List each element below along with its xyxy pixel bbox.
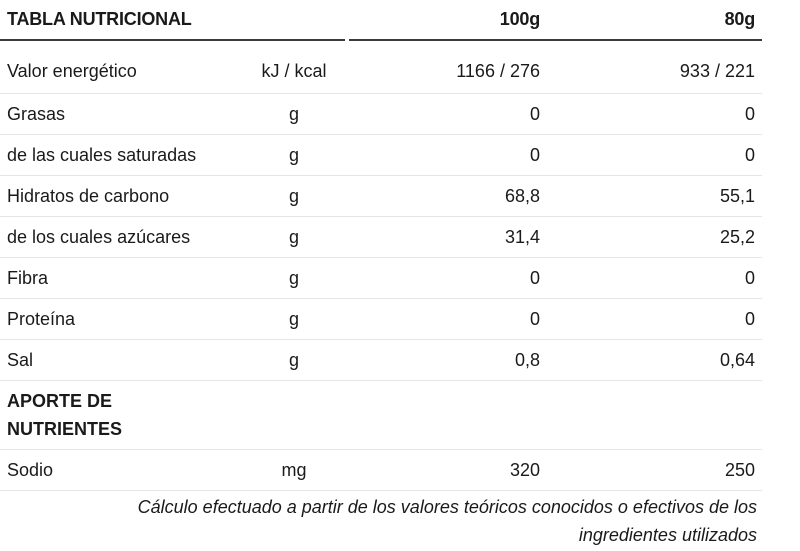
row-value-100g: 1166 / 276 [456, 60, 540, 81]
footnote: Cálculo efectuado a partir de los valore… [137, 497, 757, 545]
nutrition-table: TABLA NUTRICIONAL 100g 80g Valor energét… [0, 0, 762, 491]
row-value-80g: 0 [744, 267, 755, 288]
table-row-carbohydrates: Hidratos de carbono g 68,8 55,1 [0, 176, 762, 217]
row-unit: g [288, 267, 299, 288]
table-row-protein: Proteína g 0 0 [0, 299, 762, 340]
row-unit: g [288, 103, 299, 124]
row-value-80g: 250 [724, 459, 755, 480]
row-value-100g: 0 [529, 144, 540, 165]
row-unit: kJ / kcal [261, 60, 327, 81]
row-value-80g: 0 [744, 103, 755, 124]
row-value-100g: 0 [529, 267, 540, 288]
row-unit: g [288, 185, 299, 206]
table-row-salt: Sal g 0,8 0,64 [0, 340, 762, 381]
column-header-80g: 80g [724, 9, 756, 29]
row-label: Hidratos de carbono [7, 185, 170, 206]
section-title: APORTE DE NUTRIENTES [7, 391, 123, 439]
row-label: Sal [7, 349, 34, 370]
row-label: de los cuales azúcares [7, 226, 191, 247]
row-value-80g: 0,64 [719, 349, 755, 370]
row-value-80g: 25,2 [719, 226, 755, 247]
table-row-energy: Valor energético kJ / kcal 1166 / 276 93… [0, 41, 762, 94]
row-label: Proteína [7, 308, 76, 329]
row-label: Fibra [7, 267, 49, 288]
table-row-sodium: Sodio mg 320 250 [0, 450, 762, 491]
row-value-80g: 55,1 [719, 185, 755, 206]
row-value-100g: 68,8 [504, 185, 540, 206]
row-label: Valor energético [7, 60, 137, 81]
row-value-100g: 0 [529, 308, 540, 329]
row-unit: g [288, 226, 299, 247]
row-value-80g: 0 [744, 308, 755, 329]
row-label: Grasas [7, 103, 66, 124]
row-value-100g: 0,8 [514, 349, 540, 370]
table-header: TABLA NUTRICIONAL 100g 80g [0, 0, 762, 41]
row-unit: g [288, 308, 299, 329]
row-unit: g [288, 349, 299, 370]
table-row-sugars: de los cuales azúcares g 31,4 25,2 [0, 217, 762, 258]
row-label: Sodio [7, 459, 54, 480]
row-unit: mg [281, 459, 307, 480]
row-value-100g: 31,4 [504, 226, 540, 247]
table-row-fiber: Fibra g 0 0 [0, 258, 762, 299]
row-value-80g: 933 / 221 [679, 60, 755, 81]
column-header-100g: 100g [499, 9, 540, 29]
table-title: TABLA NUTRICIONAL [7, 9, 192, 29]
row-label: de las cuales saturadas [7, 144, 197, 165]
row-unit: g [288, 144, 299, 165]
row-value-100g: 0 [529, 103, 540, 124]
row-value-80g: 0 [744, 144, 755, 165]
section-header-nutrients: APORTE DE NUTRIENTES [0, 381, 762, 450]
row-value-100g: 320 [509, 459, 540, 480]
table-row-fats: Grasas g 0 0 [0, 94, 762, 135]
header-divider-gap [345, 39, 349, 42]
table-row-saturated: de las cuales saturadas g 0 0 [0, 135, 762, 176]
